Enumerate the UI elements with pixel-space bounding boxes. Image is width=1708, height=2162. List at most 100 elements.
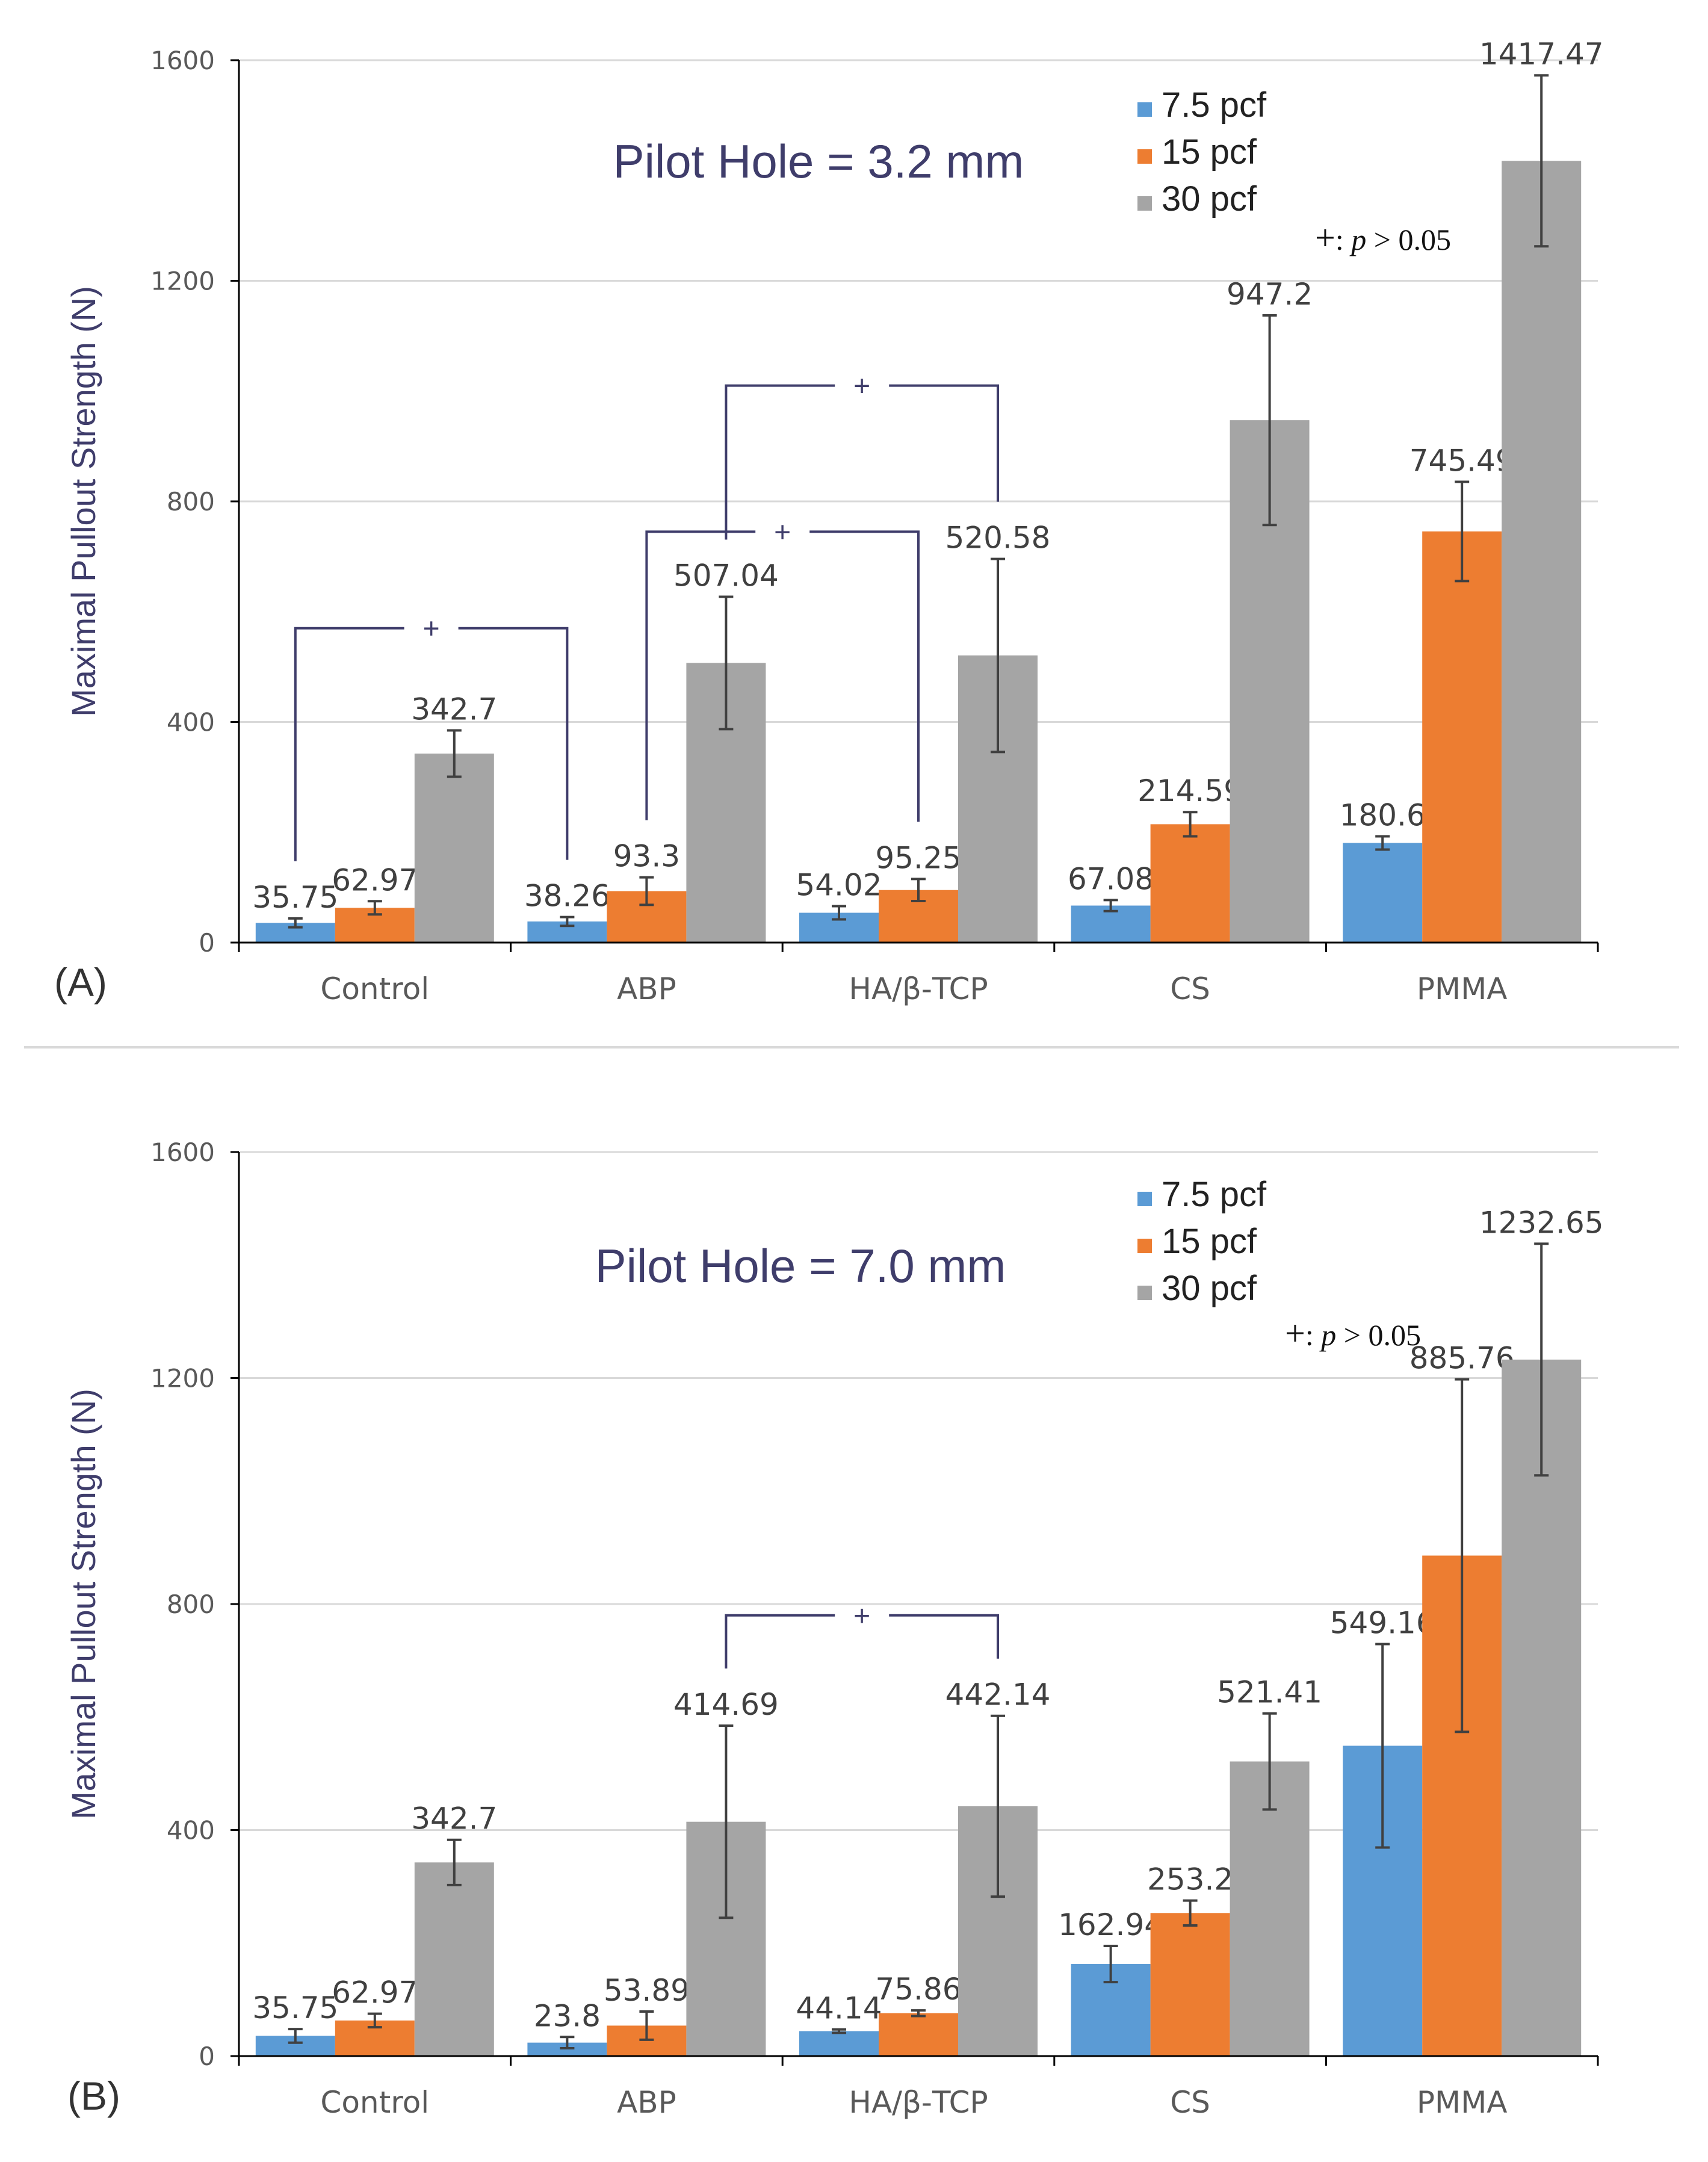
legend-label: 7.5 pcf bbox=[1162, 1175, 1267, 1214]
note-symbol: + bbox=[1315, 218, 1335, 258]
chart-panel-a: 0 400 800 1200 1600 Maximal Pullout Strength … bbox=[54, 37, 1604, 1006]
chart-title: Pilot Hole = 3.2 mm bbox=[613, 135, 1024, 188]
y-tick-label: 400 bbox=[167, 1816, 215, 1845]
bracket-line bbox=[645, 530, 920, 822]
bracket-marker: + bbox=[423, 613, 440, 645]
data-label: 507.04 bbox=[673, 558, 779, 593]
data-label: 947.2 bbox=[1227, 277, 1313, 312]
legend: 7.5 pcf 15 pcf 30 pcf bbox=[1137, 1175, 1267, 1308]
bar bbox=[1150, 1913, 1230, 2056]
x-tick-label: CS bbox=[1170, 2085, 1210, 2120]
y-tick-label: 1200 bbox=[150, 267, 215, 296]
note-threshold: > 0.05 bbox=[1366, 223, 1451, 256]
y-axis-label: Maximal Pullout Strength (N) bbox=[64, 1389, 102, 1820]
note-p: p bbox=[1349, 223, 1366, 256]
x-tick-label: ABP bbox=[617, 971, 676, 1006]
data-label: 414.69 bbox=[673, 1687, 779, 1722]
data-label: 35.75 bbox=[252, 880, 338, 915]
note-p: p bbox=[1319, 1318, 1336, 1352]
data-label: 520.58 bbox=[945, 521, 1051, 556]
note-threshold: > 0.05 bbox=[1336, 1318, 1421, 1352]
note-symbol: + bbox=[1285, 1313, 1305, 1353]
x-tick-label: PMMA bbox=[1417, 971, 1508, 1006]
legend-label: 15 pcf bbox=[1162, 1222, 1257, 1261]
data-label: 35.75 bbox=[252, 1990, 338, 2025]
significance-note: +: p > 0.05 bbox=[1315, 218, 1451, 258]
y-tick-label: 1600 bbox=[150, 1138, 215, 1167]
bar bbox=[414, 754, 494, 943]
data-label: 75.86 bbox=[875, 1972, 961, 2007]
bracket-line bbox=[294, 627, 569, 861]
significance-bracket: + bbox=[725, 1600, 999, 1669]
y-tick-label: 0 bbox=[199, 928, 215, 958]
data-label: 23.8 bbox=[534, 1998, 601, 2033]
legend-swatch bbox=[1137, 1286, 1152, 1300]
bar bbox=[879, 2013, 958, 2056]
data-label: 162.94 bbox=[1058, 1907, 1163, 1942]
data-label: 53.89 bbox=[604, 1973, 690, 2008]
data-label: 442.14 bbox=[945, 1677, 1051, 1712]
data-label: 745.49 bbox=[1409, 443, 1515, 478]
x-tick-label: HA/β-TCP bbox=[849, 971, 988, 1006]
data-label: 342.7 bbox=[411, 1801, 497, 1836]
legend-label: 7.5 pcf bbox=[1162, 85, 1267, 125]
data-label: 214.59 bbox=[1137, 773, 1243, 808]
bracket-marker: + bbox=[853, 1600, 870, 1632]
data-label: 67.08 bbox=[1068, 861, 1154, 896]
y-tick-label: 400 bbox=[167, 708, 215, 737]
legend: 7.5 pcf 15 pcf 30 pcf bbox=[1137, 85, 1267, 218]
x-tick-label: ABP bbox=[617, 2085, 676, 2120]
data-label: 54.02 bbox=[796, 868, 882, 903]
significance-note: +: p > 0.05 bbox=[1285, 1313, 1421, 1353]
bracket-line bbox=[725, 1614, 999, 1669]
panel-label: (B) bbox=[67, 2074, 120, 2118]
bar bbox=[1502, 161, 1582, 943]
data-label: 180.6 bbox=[1340, 798, 1426, 833]
x-tick-label: PMMA bbox=[1417, 2085, 1508, 2120]
legend-swatch bbox=[1137, 196, 1152, 211]
data-label: 342.7 bbox=[411, 692, 497, 727]
x-tick-label: CS bbox=[1170, 971, 1210, 1006]
y-tick-label: 800 bbox=[167, 1590, 215, 1619]
bracket-line bbox=[725, 384, 999, 540]
data-label: 44.14 bbox=[796, 1991, 882, 2026]
data-label: 95.25 bbox=[875, 840, 961, 875]
legend-swatch bbox=[1137, 1239, 1152, 1253]
bracket-marker: + bbox=[853, 371, 870, 403]
bracket-marker: + bbox=[774, 516, 791, 548]
bar bbox=[1422, 531, 1502, 943]
data-label: 521.41 bbox=[1217, 1675, 1322, 1710]
data-label: 1417.47 bbox=[1479, 37, 1604, 72]
significance-bracket: + bbox=[645, 516, 920, 822]
data-label: 549.16 bbox=[1330, 1606, 1435, 1641]
y-tick-label: 0 bbox=[199, 2042, 215, 2071]
legend-swatch bbox=[1137, 102, 1152, 117]
panel-label: (A) bbox=[54, 960, 107, 1005]
legend-label: 15 pcf bbox=[1162, 132, 1257, 172]
bar bbox=[414, 1862, 494, 2056]
bar bbox=[1343, 843, 1423, 943]
bar bbox=[1150, 824, 1230, 943]
chart-panel-b: 0 400 800 1200 1600 Maximal Pullout Strength … bbox=[64, 1138, 1604, 2120]
x-tick-label: HA/β-TCP bbox=[849, 2085, 988, 2120]
data-label: 93.3 bbox=[613, 839, 680, 874]
note-separator: : bbox=[1335, 223, 1351, 256]
data-label: 62.97 bbox=[332, 1975, 418, 2010]
data-label: 253.2 bbox=[1147, 1862, 1233, 1897]
bar bbox=[799, 2031, 879, 2056]
data-label: 885.76 bbox=[1409, 1341, 1515, 1376]
y-tick-label: 1200 bbox=[150, 1364, 215, 1393]
significance-bracket: + bbox=[725, 371, 999, 540]
y-tick-label: 1600 bbox=[150, 46, 215, 75]
data-label: 62.97 bbox=[332, 863, 418, 897]
chart-title: Pilot Hole = 7.0 mm bbox=[595, 1239, 1006, 1292]
y-axis-label: Maximal Pullout Strength (N) bbox=[64, 286, 102, 717]
significance-bracket: + bbox=[294, 613, 569, 861]
data-label: 1232.65 bbox=[1479, 1205, 1604, 1240]
note-separator: : bbox=[1305, 1318, 1321, 1352]
legend-label: 30 pcf bbox=[1162, 179, 1257, 218]
x-tick-label: Control bbox=[320, 971, 429, 1006]
legend-label: 30 pcf bbox=[1162, 1269, 1257, 1308]
data-label: 38.26 bbox=[524, 879, 610, 914]
y-tick-label: 800 bbox=[167, 487, 215, 516]
